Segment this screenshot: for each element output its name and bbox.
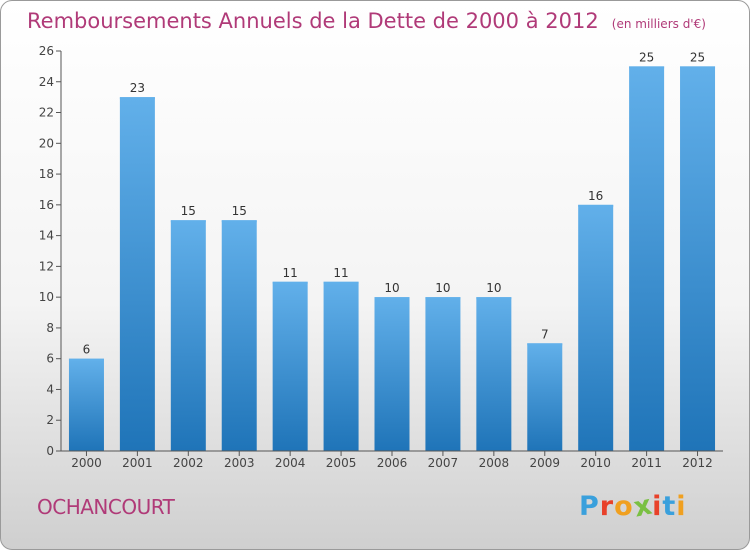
title-block: Remboursements Annuels de la Dette de 20… [27,9,706,33]
bar-top-edge [680,66,716,69]
data-label: 25 [639,50,654,64]
x-tick-label: 2005 [326,456,357,470]
data-label: 16 [588,189,603,203]
data-label: 10 [384,281,399,295]
x-tick-label: 2001 [122,456,153,470]
bar-top-edge [221,220,257,223]
bar-top-edge [527,343,563,346]
bar-top-edge [629,66,665,69]
data-label: 7 [541,327,549,341]
y-tick-label: 16 [39,198,54,212]
y-tick-label: 8 [46,321,54,335]
data-label: 10 [486,281,501,295]
x-tick-label: 2000 [71,456,102,470]
bar-2011[interactable] [629,66,665,451]
y-tick-label: 24 [39,75,54,89]
bar-top-edge [425,297,461,300]
bar-2003[interactable] [221,220,257,451]
y-tick-label: 0 [46,444,54,458]
data-label: 15 [232,204,247,218]
logo-letter: i [676,491,687,522]
logo-letter: t [662,491,677,522]
bar-2006[interactable] [374,297,410,451]
x-tick-label: 2008 [479,456,510,470]
bar-top-edge [374,297,410,300]
bar-top-edge [170,220,206,223]
bar-2009[interactable] [527,343,563,451]
bar-2012[interactable] [680,66,716,451]
logo-letter: o [614,491,634,522]
x-tick-label: 2011 [631,456,662,470]
y-tick-label: 4 [46,382,54,396]
bars-group: 6 23 15 15 11 11 10 10 10 7 16 25 25 [68,50,716,452]
y-tick-label: 26 [39,44,54,58]
data-label: 25 [690,50,705,64]
data-label: 23 [130,81,145,95]
logo-letter: r [599,491,615,522]
bar-top-edge [119,97,155,100]
bar-2008[interactable] [476,297,512,451]
bar-top-edge [68,358,104,361]
bar-top-edge [323,281,359,284]
bar-2004[interactable] [272,281,308,451]
y-tick-label: 2 [46,413,54,427]
x-tick-label: 2003 [224,456,255,470]
x-tick-label: 2009 [529,456,560,470]
chart-title: Remboursements Annuels de la Dette de 20… [27,9,599,33]
x-tick-label: 2004 [275,456,306,470]
bar-2005[interactable] [323,281,359,451]
proxiti-logo[interactable]: Proxiti [579,489,687,523]
bar-2007[interactable] [425,297,461,451]
bar-2001[interactable] [119,97,155,452]
x-tick-label: 2006 [377,456,408,470]
y-tick-label: 18 [39,167,54,181]
data-label: 6 [83,343,91,357]
commune-name: OCHANCOURT [37,495,175,519]
bar-top-edge [578,204,614,207]
x-tick-label: 2010 [580,456,611,470]
y-tick-label: 22 [39,106,54,120]
bar-2000[interactable] [68,358,104,451]
data-label: 11 [283,266,298,280]
y-tick-label: 12 [39,259,54,273]
bar-top-edge [272,281,308,284]
x-tick-label: 2012 [682,456,713,470]
bar-2010[interactable] [578,204,614,451]
y-tick-label: 10 [39,290,54,304]
data-label: 15 [181,204,196,218]
bar-top-edge [476,297,512,300]
y-tick-label: 6 [46,352,54,366]
y-tick-label: 14 [39,229,54,243]
x-tick-label: 2007 [428,456,459,470]
logo-letter: i [652,491,663,522]
logo-letter: P [579,491,600,522]
data-label: 10 [435,281,450,295]
bar-2002[interactable] [170,220,206,451]
data-label: 11 [333,266,348,280]
y-tick-label: 20 [39,136,54,150]
chart-unit: (en milliers d'€) [611,17,706,31]
x-tick-label: 2002 [173,456,204,470]
